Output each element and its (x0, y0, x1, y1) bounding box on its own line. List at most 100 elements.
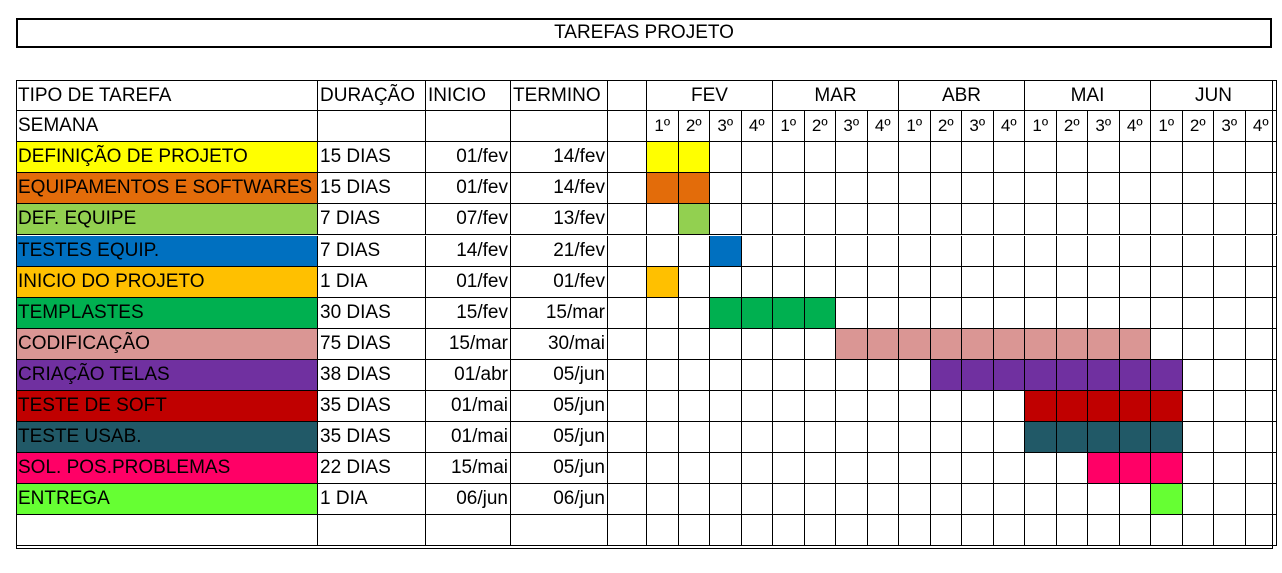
task-name: CRIAÇÃO TELAS (16, 359, 318, 391)
gantt-cell (804, 235, 836, 267)
gantt-cell (741, 328, 773, 360)
task-name: ENTREGA (16, 484, 318, 516)
task-gap (608, 484, 647, 516)
header-end: TERMINO (511, 80, 608, 112)
empty-cell (647, 515, 679, 547)
gantt-cell (962, 422, 994, 454)
gantt-cell (1119, 142, 1151, 174)
gantt-cell (710, 142, 742, 174)
gantt-cell (1056, 484, 1088, 516)
week-label: 2º (1056, 111, 1088, 143)
gantt-cell (773, 204, 805, 236)
week-label: 3º (1214, 111, 1246, 143)
gantt-cell (741, 422, 773, 454)
gantt-cell (836, 173, 868, 205)
gantt-cell (1088, 142, 1120, 174)
empty-cell (1025, 515, 1057, 547)
gantt-bar-cell (1119, 453, 1151, 485)
gantt-cell (836, 235, 868, 267)
gantt-bar-cell (930, 328, 962, 360)
gantt-cell (678, 266, 710, 298)
gantt-cell (1214, 484, 1246, 516)
gantt-bar-cell (678, 173, 710, 205)
task-gap (608, 142, 647, 174)
gantt-cell (678, 484, 710, 516)
gantt-cell (804, 453, 836, 485)
task-start: 01/fev (426, 173, 511, 205)
gantt-cell (867, 142, 899, 174)
gantt-cell (773, 142, 805, 174)
task-start: 01/abr (426, 359, 511, 391)
gantt-cell (1214, 173, 1246, 205)
gantt-cell (993, 266, 1025, 298)
gantt-cell (678, 359, 710, 391)
gantt-cell (1088, 484, 1120, 516)
gantt-bar-cell (647, 173, 679, 205)
gantt-cell (1214, 204, 1246, 236)
task-end: 13/fev (511, 204, 608, 236)
empty-cell (16, 515, 318, 547)
gantt-cell (1025, 484, 1057, 516)
gantt-cell (773, 266, 805, 298)
gantt-bar-cell (1056, 359, 1088, 391)
gantt-cell (930, 266, 962, 298)
task-gap (608, 359, 647, 391)
week-label: 2º (1182, 111, 1214, 143)
gantt-cell (836, 453, 868, 485)
gantt-cell (678, 453, 710, 485)
empty-cell (511, 515, 608, 547)
gantt-cell (1119, 204, 1151, 236)
gantt-cell (836, 422, 868, 454)
empty-cell (318, 515, 426, 547)
gantt-cell (1056, 453, 1088, 485)
gantt-cell (962, 235, 994, 267)
gantt-cell (710, 359, 742, 391)
gantt-cell (836, 484, 868, 516)
empty-cell (773, 515, 805, 547)
week-label: 3º (1088, 111, 1120, 143)
gantt-cell (993, 484, 1025, 516)
gantt-cell (741, 235, 773, 267)
task-duration: 15 DIAS (318, 173, 426, 205)
gantt-cell (867, 173, 899, 205)
gantt-cell (836, 142, 868, 174)
gantt-cell (899, 142, 931, 174)
gantt-cell (1182, 173, 1214, 205)
gantt-cell (1245, 235, 1277, 267)
gantt-cell (867, 484, 899, 516)
task-gap (608, 297, 647, 329)
gantt-cell (678, 422, 710, 454)
gantt-cell (804, 328, 836, 360)
gantt-cell (1214, 235, 1246, 267)
gantt-bar-cell (647, 142, 679, 174)
gantt-cell (710, 173, 742, 205)
week-row-gap (608, 111, 647, 143)
gantt-bar-cell (993, 359, 1025, 391)
gantt-bar-cell (1151, 453, 1183, 485)
gantt-cell (1214, 391, 1246, 423)
gantt-bar-cell (647, 266, 679, 298)
task-start: 07/fev (426, 204, 511, 236)
gantt-cell (1088, 204, 1120, 236)
task-end: 05/jun (511, 359, 608, 391)
empty-cell (741, 515, 773, 547)
gantt-cell (1182, 422, 1214, 454)
empty-cell (1056, 515, 1088, 547)
gantt-cell (773, 453, 805, 485)
gantt-cell (1182, 297, 1214, 329)
gantt-bar-cell (804, 297, 836, 329)
gantt-cell (993, 204, 1025, 236)
gantt-bar-cell (710, 235, 742, 267)
gantt-bar-cell (1088, 391, 1120, 423)
task-start: 01/mai (426, 422, 511, 454)
task-end: 06/jun (511, 484, 608, 516)
gantt-cell (1025, 266, 1057, 298)
gantt-cell (899, 235, 931, 267)
gantt-cell (930, 297, 962, 329)
task-gap (608, 173, 647, 205)
gantt-cell (993, 235, 1025, 267)
gantt-cell (1056, 266, 1088, 298)
gantt-cell (899, 359, 931, 391)
gantt-cell (1245, 266, 1277, 298)
gantt-cell (1214, 422, 1246, 454)
